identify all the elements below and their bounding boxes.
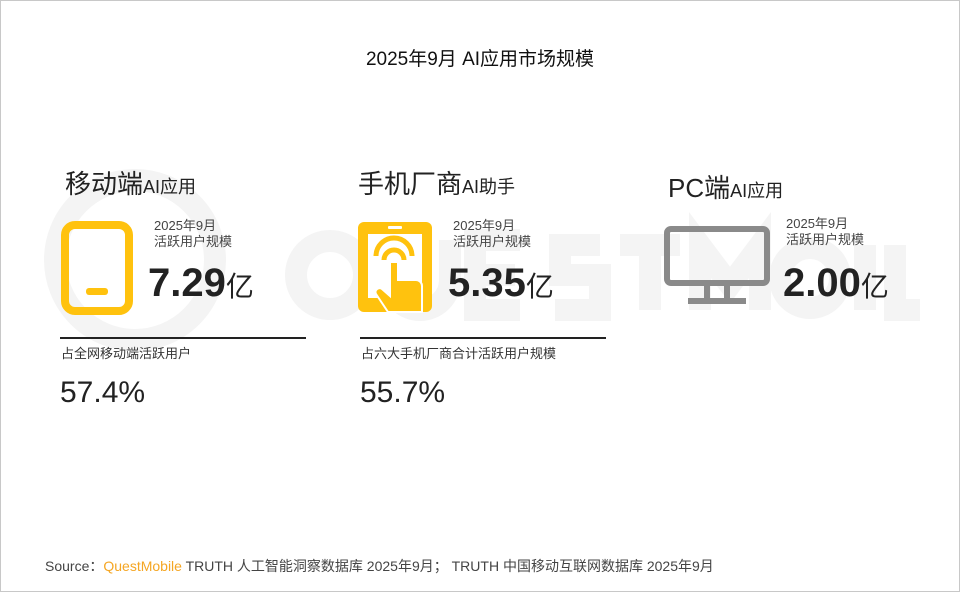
source-note: Source：QuestMobile TRUTH 人工智能洞察数据库 2025年… <box>45 558 714 574</box>
card-subtitle: 2025年9月 活跃用户规模 <box>154 218 233 249</box>
card-subtitle: 2025年9月 活跃用户规模 <box>453 218 532 249</box>
divider <box>360 337 606 339</box>
card-value: 7.29亿 <box>148 261 254 305</box>
pct-label: 占全网移动端活跃用户 <box>61 346 192 361</box>
tablet-icon <box>61 221 133 315</box>
pct-value: 57.4% <box>60 376 146 409</box>
monitor-icon <box>664 226 770 304</box>
card-mobile: 移动端AI应用 <box>65 168 196 203</box>
card-pc: PC端AI应用 <box>668 172 783 207</box>
card-title: PC端AI应用 <box>668 173 784 203</box>
tablet-touch-icon <box>358 222 432 313</box>
card-vendor: 手机厂商AI助手 <box>358 168 515 203</box>
pct-label: 占六大手机厂商合计活跃用户规模 <box>361 346 557 361</box>
card-value: 5.35亿 <box>448 261 554 305</box>
card-title: 移动端AI应用 <box>65 169 197 199</box>
card-subtitle: 2025年9月 活跃用户规模 <box>786 216 865 247</box>
pct-value: 55.7% <box>360 376 446 409</box>
card-value: 2.00亿 <box>783 261 889 305</box>
page-title: 2025年9月 AI应用市场规模 <box>365 49 595 70</box>
divider <box>60 337 306 339</box>
card-title: 手机厂商AI助手 <box>358 169 516 199</box>
